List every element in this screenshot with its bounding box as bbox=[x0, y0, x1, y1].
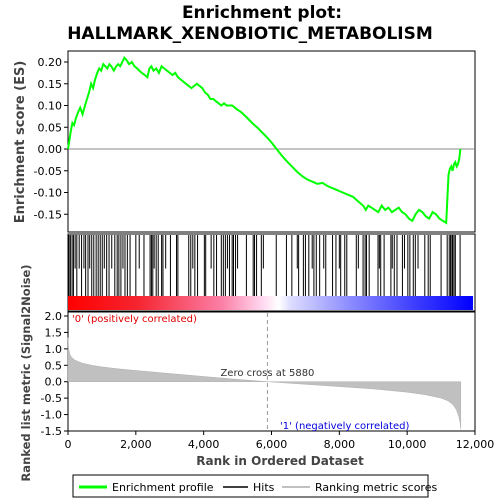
positive-correlation-label: '0' (positively correlated) bbox=[72, 314, 197, 325]
metric-y-axis: 2.0 1.5 1.0 0.5 0.0 -0.5 -1.0 -1.5 bbox=[41, 310, 68, 438]
metric-x-tick-label: 4,000 bbox=[188, 438, 220, 451]
enrichment-profile-line bbox=[67, 55, 462, 225]
metric-y-tick-label: -1.5 bbox=[41, 425, 62, 438]
metric-x-tick-label: 10,000 bbox=[388, 438, 427, 451]
es-y-axis: 0.20 0.15 0.10 0.05 0.00 -0.05 -0.10 -0.15 bbox=[34, 56, 68, 221]
metric-y-tick-label: 0.5 bbox=[45, 359, 63, 372]
es-y-tick-label: -0.10 bbox=[34, 187, 62, 200]
metric-y-axis-label: Ranked list metric (Signal2Noise) bbox=[19, 264, 33, 481]
es-y-tick-label: -0.15 bbox=[34, 208, 62, 221]
metric-y-tick-label: 1.0 bbox=[45, 343, 63, 356]
chart-title-line2: HALLMARK_XENOBIOTIC_METABOLISM bbox=[67, 24, 433, 44]
metric-x-tick-label: 2,000 bbox=[120, 438, 152, 451]
metric-x-tick-label: 8,000 bbox=[324, 438, 356, 451]
metric-x-tick-label: 0 bbox=[65, 438, 72, 451]
metric-x-tick-label: 12,000 bbox=[456, 438, 495, 451]
metric-x-axis-label: Rank in Ordered Dataset bbox=[196, 454, 364, 468]
rank-heatmap-bar bbox=[68, 296, 473, 310]
hits-barcode bbox=[68, 235, 461, 296]
metric-y-tick-label: 1.5 bbox=[45, 326, 63, 339]
metric-x-tick-label: 6,000 bbox=[256, 438, 288, 451]
legend-hits-label: Hits bbox=[253, 481, 275, 494]
es-panel: 0.20 0.15 0.10 0.05 0.00 -0.05 -0.10 -0.15 Enri… bbox=[13, 50, 476, 233]
negative-correlation-label: '1' (negatively correlated) bbox=[280, 421, 409, 432]
metric-y-tick-label: -0.5 bbox=[41, 392, 62, 405]
es-y-tick-label: -0.05 bbox=[34, 165, 62, 178]
es-y-tick-label: 0.15 bbox=[38, 78, 63, 91]
metric-y-tick-label: 2.0 bbox=[45, 310, 63, 323]
hits-panel bbox=[67, 233, 476, 312]
legend-metric-label: Ranking metric scores bbox=[315, 481, 437, 494]
metric-panel: 2.0 1.5 1.0 0.5 0.0 -0.5 -1.0 -1.5 0 2,000 4,000 6… bbox=[19, 264, 494, 481]
legend: Enrichment profile Hits Ranking metric s… bbox=[72, 474, 437, 498]
es-y-tick-label: 0.20 bbox=[38, 56, 63, 69]
es-y-tick-label: 0.05 bbox=[38, 121, 63, 134]
chart-title-line1: Enrichment plot: bbox=[182, 3, 342, 23]
legend-frame bbox=[72, 474, 429, 498]
metric-y-tick-label: -1.0 bbox=[41, 409, 62, 422]
es-y-axis-label: Enrichment score (ES) bbox=[13, 61, 28, 224]
es-y-tick-label: 0.10 bbox=[38, 100, 63, 113]
legend-enrichment-label: Enrichment profile bbox=[112, 481, 214, 494]
metric-x-axis: 0 2,000 4,000 6,000 8,000 10,000 12,000 bbox=[65, 431, 495, 451]
metric-y-tick-label: 0.0 bbox=[45, 376, 63, 389]
es-y-tick-label: 0.00 bbox=[38, 143, 63, 156]
zero-cross-label: Zero cross at 5880 bbox=[220, 368, 314, 379]
ranking-metric-area bbox=[67, 337, 462, 430]
